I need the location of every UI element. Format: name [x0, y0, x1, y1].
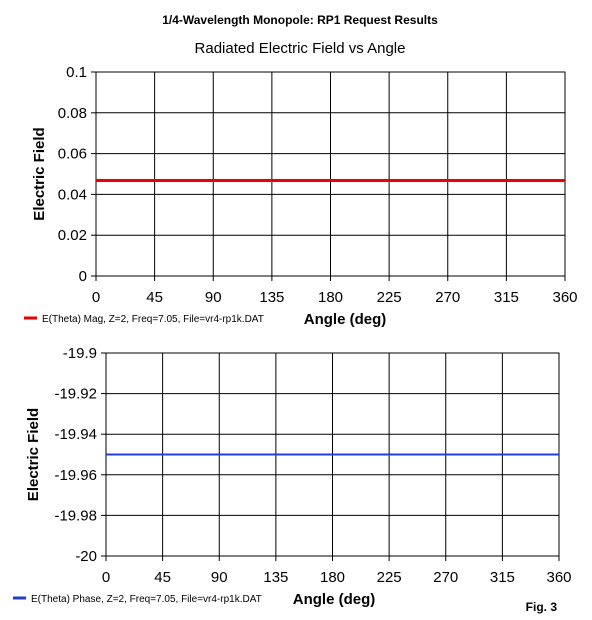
x-tick-label: 360 — [552, 289, 577, 306]
y-tick-label: 0.04 — [58, 186, 87, 203]
x-axis-label: Angle (deg) — [304, 311, 387, 328]
x-tick-label: 180 — [318, 289, 343, 306]
y-tick-label: -19.9 — [63, 345, 97, 362]
y-tick-label: 0.06 — [58, 146, 87, 163]
x-tick-label: 225 — [377, 569, 402, 586]
x-tick-label: 315 — [490, 569, 515, 586]
x-tick-label: 180 — [320, 569, 345, 586]
x-tick-label: 45 — [146, 289, 163, 306]
y-tick-label: 0.02 — [58, 227, 87, 244]
x-tick-label: 0 — [102, 569, 110, 586]
y-tick-label: 0 — [79, 268, 87, 285]
y-tick-label: -19.96 — [54, 467, 97, 484]
y-tick-label: -20 — [75, 548, 97, 565]
x-tick-label: 270 — [433, 569, 458, 586]
figure-subtitle: Radiated Electric Field vs Angle — [195, 40, 406, 57]
y-tick-label: -19.92 — [54, 386, 97, 403]
figure-title: 1/4-Wavelength Monopole: RP1 Request Res… — [162, 13, 438, 27]
x-tick-label: 360 — [546, 569, 571, 586]
x-axis-label: Angle (deg) — [293, 591, 376, 608]
legend-label: E(Theta) Phase, Z=2, Freq=7.05, File=vr4… — [31, 594, 262, 605]
x-tick-label: 315 — [494, 289, 519, 306]
y-tick-label: -19.94 — [54, 426, 97, 443]
x-tick-label: 45 — [154, 569, 171, 586]
x-tick-label: 0 — [92, 289, 100, 306]
y-tick-label: -19.98 — [54, 507, 97, 524]
x-tick-label: 225 — [377, 289, 402, 306]
y-axis-label: Electric Field — [31, 127, 48, 220]
x-tick-label: 90 — [205, 289, 222, 306]
plot-border — [95, 71, 566, 277]
figure-label: Fig. 3 — [526, 600, 558, 614]
y-tick-label: 0.1 — [66, 64, 87, 81]
y-axis-label: Electric Field — [25, 408, 42, 501]
x-tick-label: 270 — [435, 289, 460, 306]
x-tick-label: 135 — [259, 289, 284, 306]
y-tick-label: 0.08 — [58, 105, 87, 122]
x-tick-label: 135 — [263, 569, 288, 586]
chart-phase: 0 45 90 135 180 225 270 315 360 -20 -19.98 -19.96 -1… — [13, 345, 572, 608]
chart-magnitude: 0 45 90 135 180 225 270 315 360 0 0.02 0.04 0.06 0.08… — [24, 64, 578, 328]
x-tick-label: 90 — [211, 569, 228, 586]
legend-label: E(Theta) Mag, Z=2, Freq=7.05, File=vr4-r… — [42, 314, 264, 325]
